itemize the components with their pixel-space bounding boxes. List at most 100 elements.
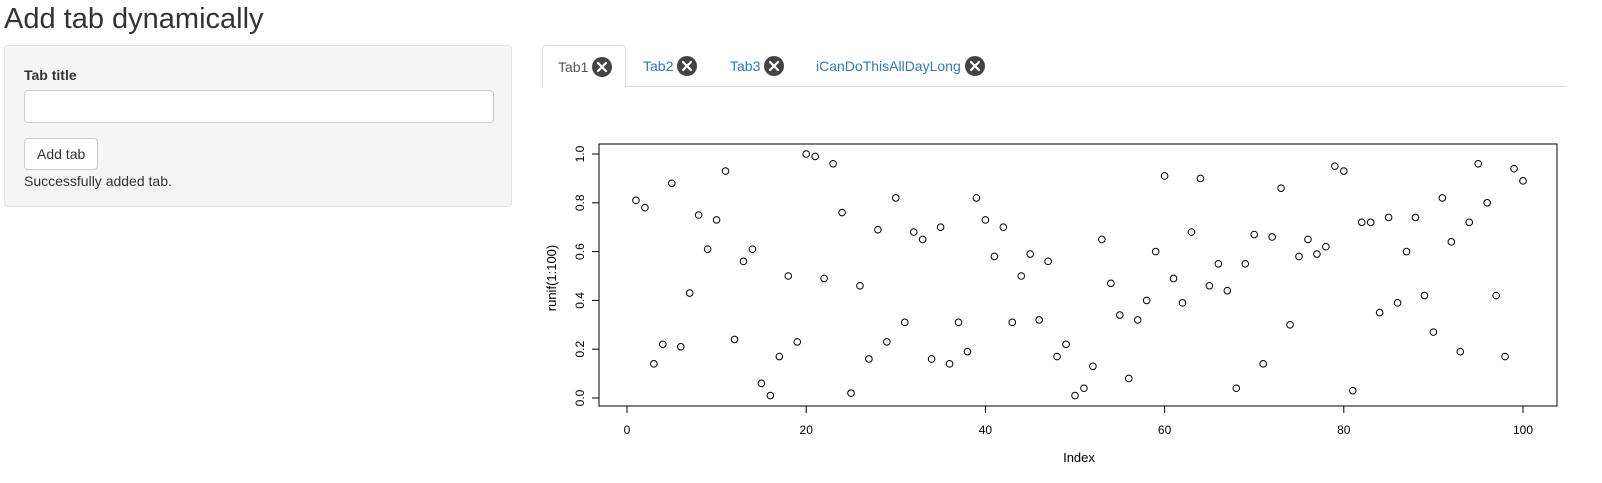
sidebar-panel: Tab title Add tab Successfully added tab… <box>4 45 512 207</box>
data-point <box>1044 257 1052 266</box>
circle-x-icon[interactable] <box>764 56 785 76</box>
tab-1[interactable]: Tab1 <box>542 45 626 88</box>
data-point <box>1250 230 1259 239</box>
circle-x-icon[interactable] <box>677 56 698 76</box>
y-tick-label: 0.2 <box>573 341 587 358</box>
x-tick-label: 100 <box>1513 423 1533 437</box>
data-point <box>1160 172 1169 180</box>
data-point <box>838 208 846 217</box>
status-message: Successfully added tab. <box>24 173 172 189</box>
data-point <box>1214 260 1223 268</box>
data-point <box>1169 274 1178 283</box>
data-point <box>1456 347 1465 356</box>
tab-4[interactable]: iCanDoThisAllDayLong <box>816 45 985 87</box>
data-point <box>784 272 793 280</box>
data-point <box>1026 250 1035 258</box>
add-tab-button[interactable]: Add tab <box>24 138 99 170</box>
data-point <box>990 252 999 261</box>
data-point <box>1017 272 1026 280</box>
tab-label: Tab2 <box>643 58 674 74</box>
data-point <box>694 211 703 219</box>
data-point <box>1080 384 1088 393</box>
x-tick-label: 0 <box>624 423 631 437</box>
data-point <box>892 194 900 202</box>
data-point <box>874 225 882 234</box>
circle-x-icon[interactable] <box>592 56 613 77</box>
data-point <box>865 355 873 363</box>
data-point <box>1483 199 1491 207</box>
data-point <box>954 318 963 327</box>
tab-title-input[interactable] <box>24 90 494 123</box>
data-point <box>1035 316 1043 324</box>
data-point <box>1375 308 1384 317</box>
tab-label: iCanDoThisAllDayLong <box>816 58 961 74</box>
data-point <box>927 355 936 363</box>
data-point <box>739 257 748 266</box>
data-point <box>632 196 640 205</box>
data-point <box>1133 316 1142 324</box>
data-point <box>1348 386 1357 395</box>
data-point <box>1313 250 1321 258</box>
data-point <box>847 389 855 397</box>
data-point <box>1124 374 1133 383</box>
data-point <box>1071 391 1079 400</box>
tab-label: Tab3 <box>730 58 761 74</box>
data-points <box>632 150 1527 400</box>
data-point <box>1366 218 1375 227</box>
data-point <box>1331 162 1339 170</box>
data-point <box>721 167 730 175</box>
data-point <box>802 150 811 158</box>
y-axis-title: runif(1:100) <box>544 245 559 311</box>
data-point <box>1322 242 1330 251</box>
data-point <box>981 216 990 224</box>
data-point <box>748 245 757 253</box>
y-tick-label: 1.0 <box>573 145 587 162</box>
tab-bar: Tab1 Tab2 Tab3 iCanDoThisAllDayLong <box>542 44 1566 88</box>
data-point <box>856 281 864 290</box>
data-point <box>1142 296 1151 305</box>
data-point <box>793 338 802 346</box>
data-point <box>1223 286 1232 295</box>
data-point <box>676 342 685 351</box>
x-tick-label: 40 <box>979 423 993 437</box>
data-point <box>1384 213 1393 222</box>
data-point <box>1393 299 1402 307</box>
circle-x-icon[interactable] <box>964 56 985 76</box>
x-tick-label: 60 <box>1158 423 1172 437</box>
page-title: Add tab dynamically <box>4 3 264 35</box>
data-point <box>1187 228 1196 236</box>
data-point <box>1492 291 1500 300</box>
data-point <box>1429 328 1438 336</box>
data-point <box>712 216 721 224</box>
data-point <box>829 159 837 168</box>
data-point <box>1107 279 1115 288</box>
data-point <box>945 360 954 368</box>
data-point <box>1510 164 1518 173</box>
data-point <box>820 274 828 283</box>
data-point <box>1438 194 1447 202</box>
scatter-plot: 0 20 40 60 80 100 0.0 0.2 0.4 0.6 0.8 1.0 Index ru… <box>544 143 1558 465</box>
data-point <box>1205 281 1214 290</box>
data-point <box>641 203 649 212</box>
data-point <box>1519 177 1527 185</box>
data-point <box>1295 252 1303 261</box>
data-point <box>963 347 972 356</box>
x-axis: 0 20 40 60 80 100 <box>624 405 1533 437</box>
data-point <box>883 338 891 346</box>
tab-3[interactable]: Tab3 <box>730 45 785 87</box>
data-point <box>1178 299 1187 307</box>
x-axis-title: Index <box>1063 450 1095 465</box>
tab-2[interactable]: Tab2 <box>643 45 698 87</box>
data-point <box>1232 384 1241 393</box>
data-point <box>1053 352 1061 361</box>
data-point <box>685 289 694 297</box>
y-tick-label: 0.6 <box>573 243 587 260</box>
tab-label: Tab1 <box>558 58 589 75</box>
data-point <box>999 223 1008 231</box>
data-point <box>1474 159 1483 168</box>
data-point <box>1241 260 1250 268</box>
data-point <box>1465 218 1474 227</box>
y-tick-label: 0.4 <box>573 292 587 309</box>
data-point <box>1268 233 1276 241</box>
data-point <box>1151 247 1160 256</box>
